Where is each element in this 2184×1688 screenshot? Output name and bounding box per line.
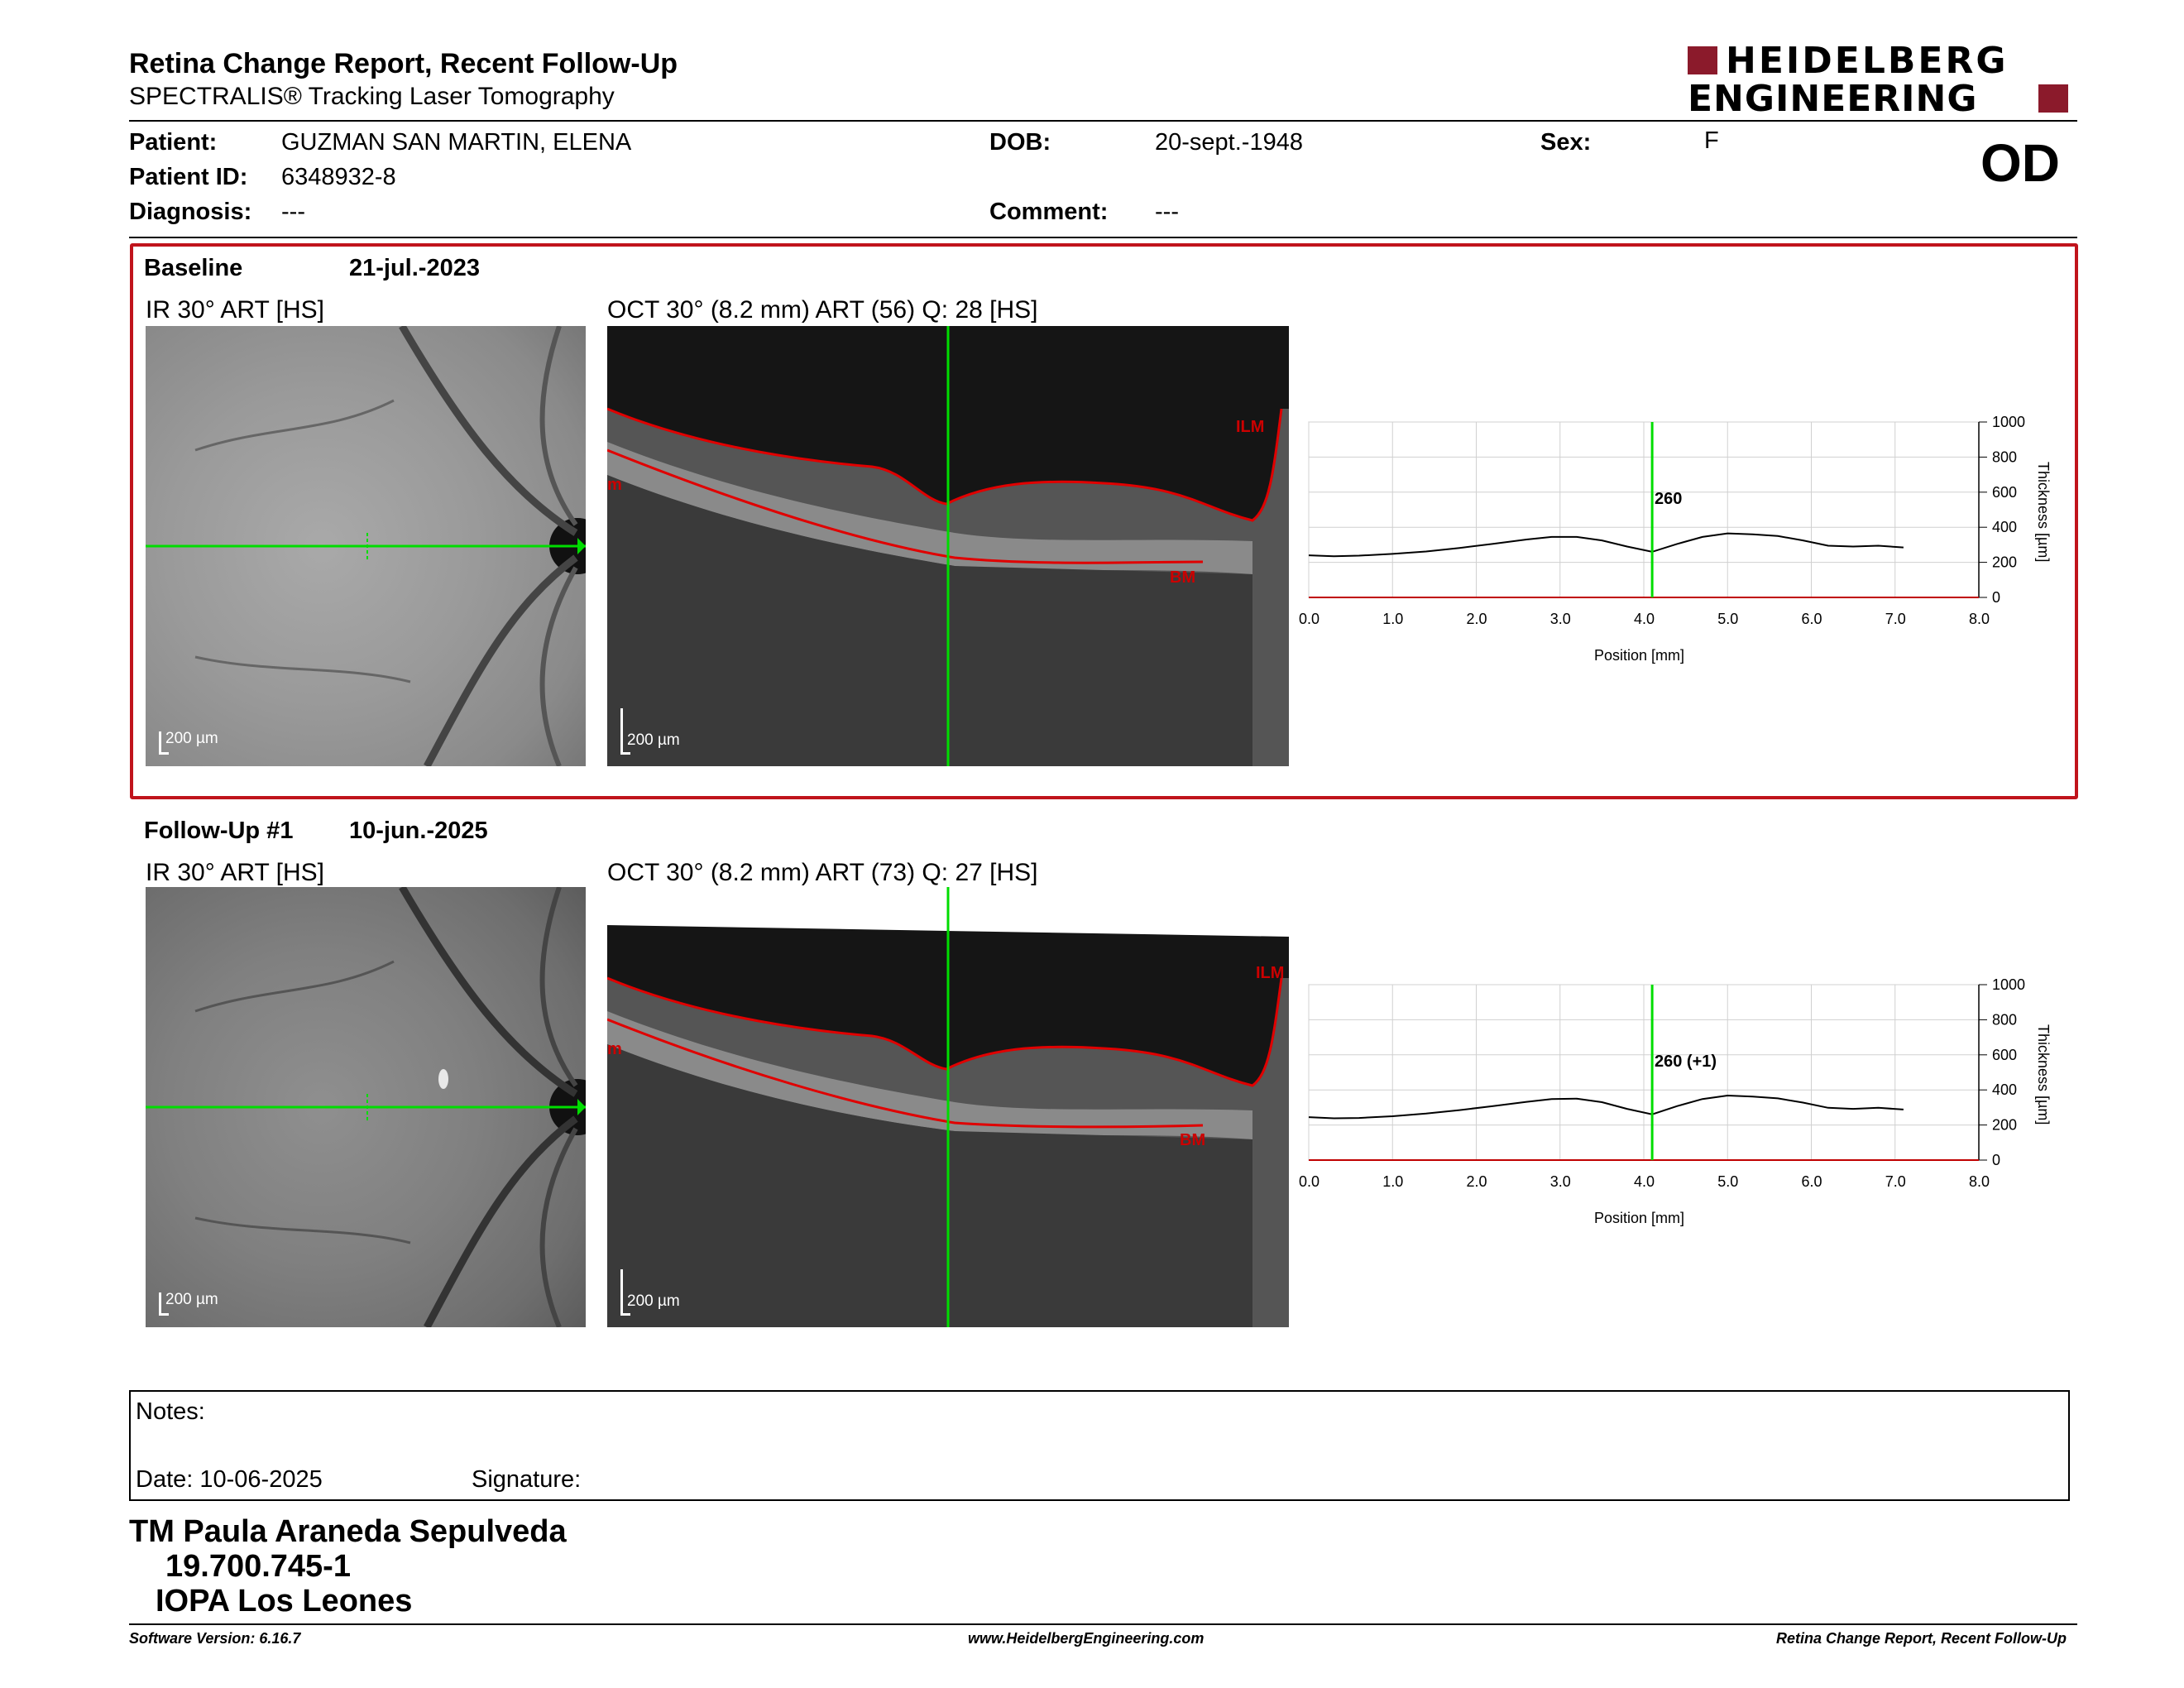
x-axis-label: Position [mm] bbox=[1594, 1210, 1684, 1226]
x-tick-label: 5.0 bbox=[1717, 1173, 1738, 1190]
m-label: m bbox=[607, 1040, 622, 1058]
x-axis-label: Position [mm] bbox=[1594, 647, 1684, 664]
x-tick-label: 3.0 bbox=[1550, 611, 1571, 627]
website-link[interactable]: www.HeidelbergEngineering.com bbox=[968, 1630, 1205, 1647]
heidelberg-logo: HEIDELBERG ENGINEERING bbox=[1688, 40, 2068, 120]
exam-date: 10-jun.-2025 bbox=[349, 818, 488, 844]
patient-id-label: Patient ID: bbox=[129, 164, 248, 190]
comment-value: --- bbox=[1155, 199, 1179, 225]
report-subtitle: SPECTRALIS® Tracking Laser Tomography bbox=[129, 83, 615, 110]
scale-bar: 200 µm bbox=[159, 730, 233, 755]
thickness-series-line bbox=[1308, 532, 1904, 558]
signer-center: IOPA Los Leones bbox=[156, 1584, 413, 1618]
ir-title: IR 30° ART [HS] bbox=[146, 859, 324, 886]
patient-label: Patient: bbox=[129, 129, 218, 156]
x-tick-label: 3.0 bbox=[1550, 1173, 1571, 1190]
signature-label: Signature: bbox=[472, 1466, 582, 1493]
oct-layers: ILM BM m bbox=[607, 326, 1289, 766]
sex-value: F bbox=[1704, 127, 1719, 154]
eye-label: OD bbox=[1980, 133, 2060, 193]
scale-bar: 200 µm bbox=[620, 708, 695, 755]
dob-label: DOB: bbox=[989, 129, 1051, 156]
ir-title: IR 30° ART [HS] bbox=[146, 296, 324, 324]
x-tick-label: 6.0 bbox=[1802, 1173, 1822, 1190]
x-tick-label: 7.0 bbox=[1885, 611, 1906, 627]
y-tick-label: 600 bbox=[1992, 484, 2017, 501]
thickness-chart: 0.0 1.0 2.0 3.0 4.0 5.0 6.0 7.0 8.00 200 400 600 800… bbox=[1299, 414, 2052, 664]
y-tick-label: 800 bbox=[1992, 1011, 2017, 1028]
bm-label: BM bbox=[1180, 1131, 1205, 1149]
vessel-overlay bbox=[146, 326, 586, 766]
bm-label: BM bbox=[1170, 568, 1195, 587]
cursor-value: 260 bbox=[1655, 490, 1683, 508]
signer-rut: 19.700.745-1 bbox=[165, 1549, 351, 1584]
y-tick-label: 0 bbox=[1992, 1152, 2000, 1168]
x-tick-label: 1.0 bbox=[1382, 611, 1403, 627]
patient-id: 6348932-8 bbox=[281, 164, 396, 190]
x-tick-label: 8.0 bbox=[1969, 1173, 1990, 1190]
x-tick-label: 8.0 bbox=[1969, 611, 1990, 627]
scale-bar: 200 µm bbox=[620, 1269, 695, 1316]
oct-layers: ILM BM m bbox=[607, 887, 1289, 1327]
baseline-highlight-frame bbox=[130, 243, 2078, 799]
notes-date: Date: 10-06-2025 bbox=[136, 1466, 323, 1493]
y-tick-label: 400 bbox=[1992, 519, 2017, 535]
sex-label: Sex: bbox=[1540, 129, 1592, 156]
vessel-overlay bbox=[146, 887, 586, 1327]
x-tick-label: 5.0 bbox=[1717, 611, 1738, 627]
scale-bar: 200 µm bbox=[159, 1291, 233, 1316]
diagnosis-label: Diagnosis: bbox=[129, 199, 252, 225]
notes-box[interactable] bbox=[129, 1390, 2070, 1501]
diagnosis-value: --- bbox=[281, 199, 305, 225]
x-tick-label: 0.0 bbox=[1299, 1173, 1320, 1190]
x-tick-label: 0.0 bbox=[1299, 611, 1320, 627]
x-tick-label: 1.0 bbox=[1382, 1173, 1403, 1190]
m-label: m bbox=[607, 476, 622, 494]
notes-label: Notes: bbox=[136, 1398, 205, 1425]
x-tick-label: 6.0 bbox=[1802, 611, 1822, 627]
exam-label: Baseline bbox=[144, 255, 243, 281]
y-axis-label: Thickness [µm] bbox=[2035, 1024, 2052, 1125]
y-tick-label: 200 bbox=[1992, 554, 2017, 571]
comment-label: Comment: bbox=[989, 199, 1109, 225]
oct-bscan-image[interactable]: ILM BM m 200 µm bbox=[607, 887, 1289, 1327]
ilm-label: ILM bbox=[1236, 418, 1264, 436]
x-tick-label: 4.0 bbox=[1634, 611, 1655, 627]
software-version: Software Version: 6.16.7 bbox=[129, 1630, 301, 1647]
oct-bscan-image[interactable]: ILM BM m 200 µm bbox=[607, 326, 1289, 766]
y-tick-label: 1000 bbox=[1992, 414, 2025, 430]
x-tick-label: 2.0 bbox=[1467, 611, 1487, 627]
x-tick-label: 2.0 bbox=[1467, 1173, 1487, 1190]
signer-name: TM Paula Araneda Sepulveda bbox=[129, 1514, 567, 1549]
oct-title: OCT 30° (8.2 mm) ART (56) Q: 28 [HS] bbox=[607, 296, 1038, 324]
y-tick-label: 400 bbox=[1992, 1081, 2017, 1098]
thickness-chart: 0.0 1.0 2.0 3.0 4.0 5.0 6.0 7.0 8.00 200 400 600 800… bbox=[1299, 976, 2052, 1226]
dob-value: 20-sept.-1948 bbox=[1155, 129, 1303, 156]
x-tick-label: 4.0 bbox=[1634, 1173, 1655, 1190]
exam-label: Follow-Up #1 bbox=[144, 818, 294, 844]
y-tick-label: 1000 bbox=[1992, 976, 2025, 993]
oct-title: OCT 30° (8.2 mm) ART (73) Q: 27 [HS] bbox=[607, 859, 1038, 886]
y-tick-label: 800 bbox=[1992, 448, 2017, 465]
footer-report-name: Retina Change Report, Recent Follow-Up bbox=[1775, 1630, 2067, 1647]
ilm-label: ILM bbox=[1256, 964, 1284, 982]
x-tick-label: 7.0 bbox=[1885, 1173, 1906, 1190]
cursor-value: 260 (+1) bbox=[1655, 1053, 1717, 1071]
patient-name: GUZMAN SAN MARTIN, ELENA bbox=[281, 129, 632, 156]
thickness-series-line bbox=[1308, 1094, 1904, 1120]
y-tick-label: 0 bbox=[1992, 589, 2000, 606]
exam-date: 21-jul.-2023 bbox=[349, 255, 480, 281]
ir-fundus-image[interactable]: 200 µm bbox=[146, 326, 586, 766]
y-axis-label: Thickness [µm] bbox=[2035, 462, 2052, 562]
report-title: Retina Change Report, Recent Follow-Up bbox=[129, 48, 678, 79]
y-tick-label: 600 bbox=[1992, 1047, 2017, 1063]
y-tick-label: 200 bbox=[1992, 1117, 2017, 1134]
ir-fundus-image[interactable]: 200 µm bbox=[146, 887, 586, 1327]
